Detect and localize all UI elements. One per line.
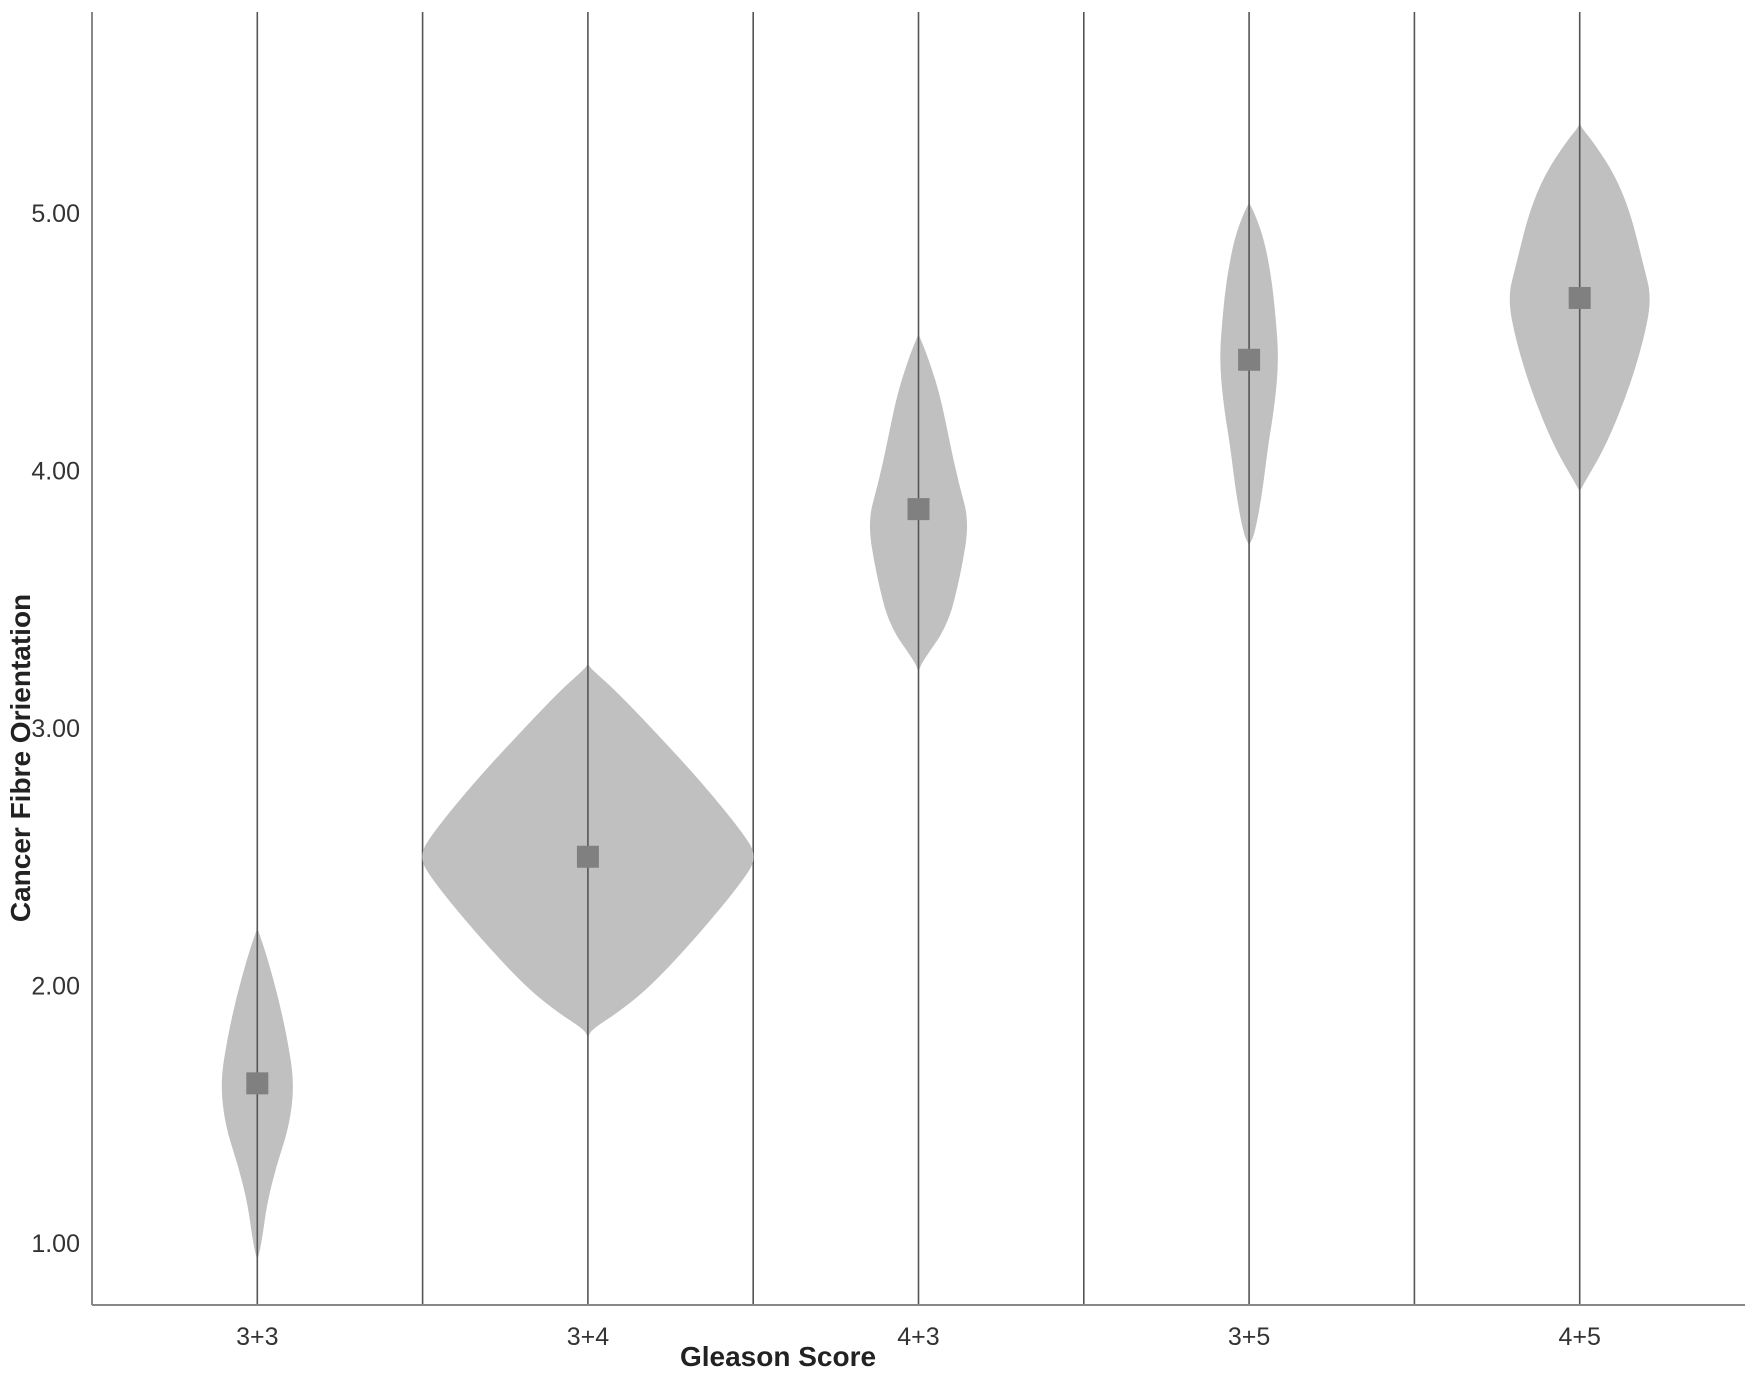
median-marker-4+3 <box>907 498 930 521</box>
x-axis-title: Gleason Score <box>680 1341 876 1372</box>
center-lines <box>256 12 1581 1305</box>
median-marker-3+3 <box>246 1072 269 1095</box>
median-marker-4+5 <box>1568 286 1591 309</box>
y-tick-label: 1.00 <box>31 1230 80 1258</box>
violins <box>221 122 1650 1261</box>
median-markers <box>246 286 1591 1095</box>
y-tick-label: 3.00 <box>31 715 80 743</box>
x-tick-label: 4+3 <box>897 1323 939 1351</box>
x-tick-label: 4+5 <box>1558 1323 1600 1351</box>
group-separators <box>421 12 1416 1305</box>
x-tick-labels: 3+3 3+4 4+3 3+5 4+5 <box>236 1323 1601 1351</box>
y-tick-labels: 1.00 2.00 3.00 4.00 5.00 <box>31 200 80 1258</box>
median-marker-3+5 <box>1238 348 1261 371</box>
x-tick-label: 3+4 <box>567 1323 610 1351</box>
y-tick-label: 5.00 <box>31 200 80 228</box>
y-tick-label: 2.00 <box>31 973 80 1001</box>
x-tick-label: 3+5 <box>1228 1323 1270 1351</box>
y-axis-title: Cancer Fibre Orientation <box>5 594 36 922</box>
y-tick-label: 4.00 <box>31 458 80 486</box>
x-tick-label: 3+3 <box>236 1323 278 1351</box>
median-marker-3+4 <box>576 845 599 868</box>
